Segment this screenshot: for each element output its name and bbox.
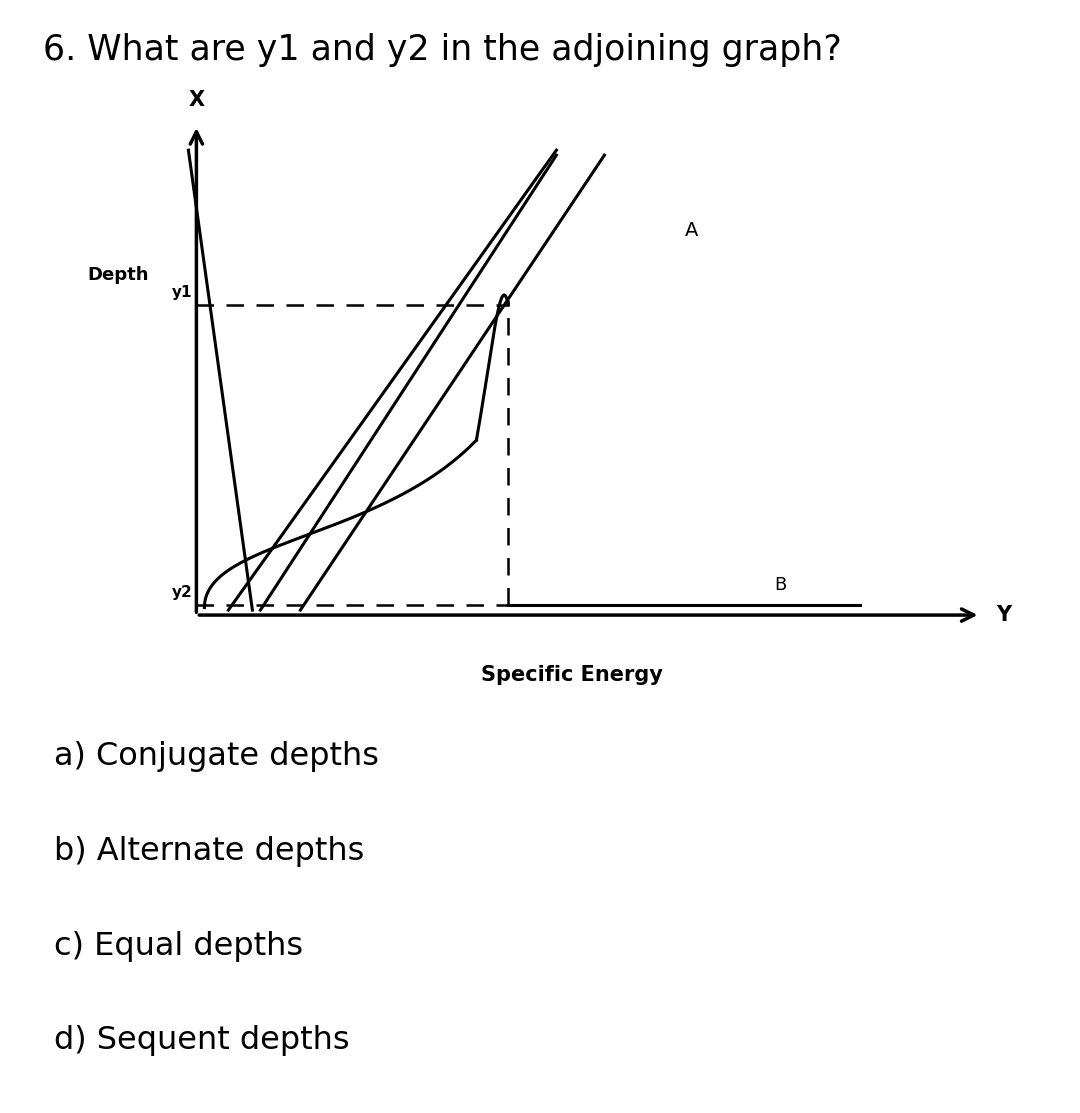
Text: Depth: Depth <box>86 266 148 284</box>
Text: y2: y2 <box>172 585 192 600</box>
Text: a) Conjugate depths: a) Conjugate depths <box>54 741 379 772</box>
Text: X: X <box>188 90 204 110</box>
Text: B: B <box>774 577 786 594</box>
Text: Y: Y <box>997 605 1012 626</box>
Text: y1: y1 <box>172 285 192 301</box>
Text: A: A <box>685 220 698 239</box>
Text: 6. What are y1 and y2 in the adjoining graph?: 6. What are y1 and y2 in the adjoining g… <box>43 33 842 68</box>
Text: c) Equal depths: c) Equal depths <box>54 930 303 962</box>
Text: Specific Energy: Specific Energy <box>482 666 663 686</box>
Text: b) Alternate depths: b) Alternate depths <box>54 836 364 867</box>
Text: d) Sequent depths: d) Sequent depths <box>54 1025 350 1056</box>
